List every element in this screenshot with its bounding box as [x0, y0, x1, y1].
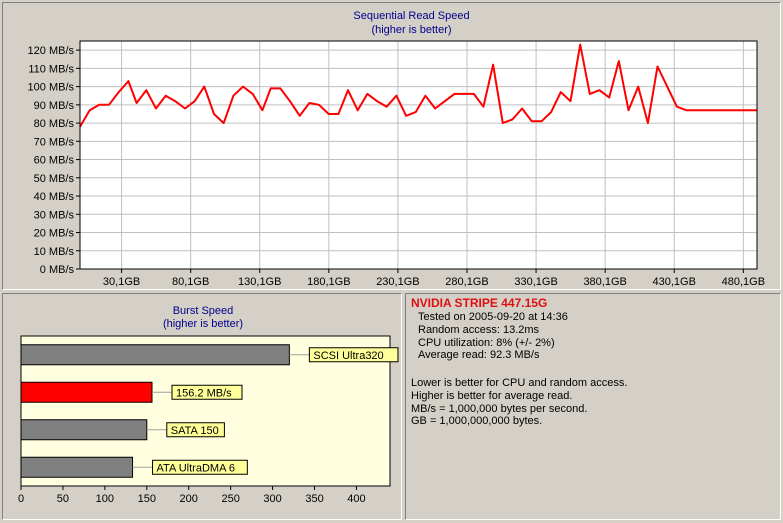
burst-x-tick-label: 0	[18, 493, 24, 505]
seq-x-tick-label: 180,1GB	[307, 276, 350, 288]
burst-bar	[20, 344, 290, 366]
seq-x-tick-label: 130,1GB	[238, 276, 281, 288]
seq-y-tick-label: 10 MB/s	[34, 246, 75, 258]
note-lower-better: Lower is better for CPU and random acces…	[411, 377, 628, 389]
seq-y-tick-label: 50 MB/s	[34, 173, 75, 185]
seq-plot-border	[79, 40, 758, 270]
seq-x-tick-label: 330,1GB	[514, 276, 557, 288]
note-higher-better: Higher is better for average read.	[411, 389, 573, 402]
seq-read-line	[79, 43, 757, 128]
burst-bar-label: ATA UltraDMA 6	[157, 462, 235, 474]
random-access-value: Random access: 13.2ms	[418, 323, 540, 336]
sequential-read-chart: Sequential Read Speed (higher is better) 0…	[28, 10, 766, 288]
seq-y-tick-label: 60 MB/s	[34, 155, 75, 167]
seq-y-tick-label: 120 MB/s	[28, 45, 75, 57]
cpu-utilization-value: CPU utilization: 8% (+/- 2%)	[418, 336, 555, 349]
seq-y-tick-label: 70 MB/s	[34, 136, 75, 148]
seq-x-tick-label: 80,1GB	[172, 276, 209, 288]
burst-x-tick-label: 400	[347, 493, 365, 505]
seq-y-tick-label: 100 MB/s	[28, 82, 75, 94]
burst-chart-subtitle: (higher is better)	[163, 318, 243, 330]
burst-label-box	[152, 459, 248, 475]
seq-x-tick-label: 380,1GB	[583, 276, 626, 288]
seq-chart-title: Sequential Read Speed	[353, 10, 469, 22]
seq-x-tick-label: 230,1GB	[376, 276, 419, 288]
sequential-read-panel: Sequential Read Speed (higher is better) 0…	[2, 2, 781, 290]
burst-x-tick-label: 150	[138, 493, 156, 505]
burst-label-box	[308, 347, 399, 363]
seq-y-tick-label: 110 MB/s	[28, 63, 74, 75]
burst-bar	[20, 381, 153, 403]
drive-info-panel: NVIDIA STRIPE 447.15G Tested on 2005-09-…	[405, 293, 781, 520]
seq-x-tick-label: 480,1GB	[722, 276, 765, 288]
average-read-value: Average read: 92.3 MB/s	[418, 349, 540, 362]
burst-speed-chart: Burst Speed(higher is better) 0 50 100 150 20…	[18, 305, 399, 505]
burst-bar-label: SATA 150	[171, 425, 219, 437]
burst-x-tick-label: 50	[57, 493, 69, 505]
burst-bar-label: 156.2 MB/s	[176, 387, 232, 399]
seq-y-tick-label: 30 MB/s	[34, 209, 75, 221]
seq-plot-area	[79, 40, 758, 270]
burst-x-tick-label: 250	[221, 493, 239, 505]
burst-chart-title: Burst Speed	[173, 305, 234, 317]
burst-label-box	[166, 422, 225, 438]
burst-x-tick-label: 100	[96, 493, 114, 505]
burst-bar-label: SCSI Ultra320	[313, 350, 383, 362]
seq-chart-subtitle: (higher is better)	[371, 24, 451, 36]
burst-x-tick-label: 300	[263, 493, 281, 505]
seq-y-tick-label: 40 MB/s	[34, 191, 75, 203]
seq-x-tick-label: 280,1GB	[445, 276, 488, 288]
seq-y-tick-label: 90 MB/s	[34, 100, 75, 112]
seq-x-tick-label: 430,1GB	[653, 276, 696, 288]
drive-title: NVIDIA STRIPE 447.15G	[411, 296, 548, 310]
burst-bar	[20, 419, 148, 441]
seq-y-tick-label: 20 MB/s	[34, 228, 75, 240]
seq-y-tick-label: 0 MB/s	[40, 264, 75, 276]
note-mbs-definition: MB/s = 1,000,000 bytes per second.	[411, 402, 588, 415]
burst-x-tick-label: 350	[305, 493, 323, 505]
seq-y-tick-label: 80 MB/s	[34, 118, 75, 130]
note-gb-definition: GB = 1,000,000,000 bytes.	[411, 415, 543, 428]
burst-speed-panel: Burst Speed (higher is better) 0 50 100 150 20…	[2, 293, 402, 520]
tested-date: Tested on 2005-09-20 at 14:36	[418, 311, 568, 323]
burst-bar	[20, 456, 134, 478]
burst-x-tick-label: 200	[180, 493, 198, 505]
seq-x-tick-label: 30,1GB	[103, 276, 140, 288]
burst-label-box	[171, 384, 243, 400]
